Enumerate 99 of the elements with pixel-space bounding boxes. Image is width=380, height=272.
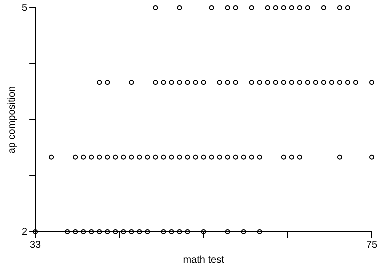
point <box>257 80 262 86</box>
point <box>161 230 166 234</box>
point <box>233 6 238 10</box>
point <box>225 6 230 10</box>
point <box>113 230 118 234</box>
point <box>241 230 246 234</box>
point <box>185 230 190 234</box>
point <box>177 80 182 86</box>
point <box>289 6 294 10</box>
point <box>105 230 110 234</box>
point <box>185 80 190 86</box>
point <box>281 6 286 10</box>
point <box>217 80 222 86</box>
point <box>257 230 262 234</box>
point <box>345 6 350 10</box>
point <box>289 154 294 160</box>
point <box>370 80 374 86</box>
point <box>273 6 278 10</box>
point <box>265 80 270 86</box>
point <box>161 154 166 160</box>
point <box>177 230 182 234</box>
point <box>161 80 166 86</box>
point <box>33 230 38 234</box>
point <box>217 154 222 160</box>
point <box>129 154 134 160</box>
point <box>49 154 54 160</box>
point <box>281 154 286 160</box>
point <box>153 6 158 10</box>
point <box>273 80 278 86</box>
point <box>281 80 286 86</box>
point <box>169 154 174 160</box>
point <box>121 154 126 160</box>
point <box>225 154 230 160</box>
point <box>97 80 102 86</box>
point <box>185 154 190 160</box>
point <box>145 154 150 160</box>
point <box>89 230 94 234</box>
point <box>321 80 326 86</box>
point <box>81 154 86 160</box>
point <box>305 6 310 10</box>
point <box>177 154 182 160</box>
point <box>81 230 86 234</box>
point <box>201 230 206 234</box>
point <box>169 230 174 234</box>
point <box>225 80 230 86</box>
point <box>121 230 126 234</box>
point <box>105 80 110 86</box>
x-tick-label: 75 <box>366 240 378 251</box>
point <box>241 154 246 160</box>
point <box>337 154 342 160</box>
point <box>137 230 142 234</box>
x-tick-label: 33 <box>30 240 42 251</box>
point <box>265 6 270 10</box>
point <box>137 154 142 160</box>
point <box>113 154 118 160</box>
point <box>201 80 206 86</box>
point <box>201 154 206 160</box>
point <box>329 80 334 86</box>
point <box>297 6 302 10</box>
point <box>249 80 254 86</box>
point <box>145 230 150 234</box>
point <box>105 154 110 160</box>
point <box>233 154 238 160</box>
y-tick-label: 5 <box>22 2 28 14</box>
point <box>89 154 94 160</box>
y-tick-label: 2 <box>22 226 28 238</box>
point <box>209 6 214 10</box>
point <box>65 230 70 234</box>
point <box>297 154 302 160</box>
point <box>257 154 262 160</box>
point <box>209 154 214 160</box>
point <box>370 154 374 160</box>
point <box>73 230 78 234</box>
point <box>305 80 310 86</box>
point <box>321 6 326 10</box>
y-axis-title: ap composition <box>6 86 18 154</box>
point <box>129 80 134 86</box>
point <box>129 230 134 234</box>
point <box>73 154 78 160</box>
point <box>297 80 302 86</box>
point <box>193 154 198 160</box>
point <box>289 80 294 86</box>
point <box>353 80 358 86</box>
point <box>345 80 350 86</box>
point <box>169 80 174 86</box>
point <box>97 230 102 234</box>
point <box>249 154 254 160</box>
point <box>193 80 198 86</box>
point <box>153 154 158 160</box>
point <box>233 80 238 86</box>
point <box>337 6 342 10</box>
point <box>153 80 158 86</box>
point <box>177 6 182 10</box>
point <box>337 80 342 86</box>
point <box>249 6 254 10</box>
point <box>97 154 102 160</box>
point <box>225 230 230 234</box>
point <box>313 80 318 86</box>
x-axis-title: math test <box>183 254 225 266</box>
